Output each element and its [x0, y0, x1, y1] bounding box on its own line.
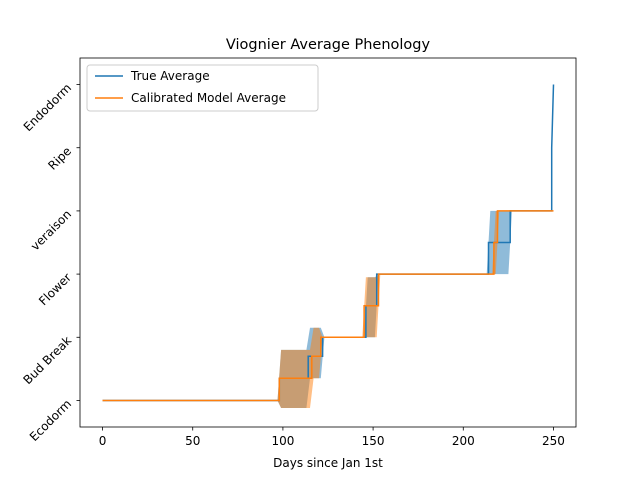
x-tick-label: 200: [452, 434, 475, 448]
axes-frame: [79, 57, 577, 428]
plot-area: [102, 84, 555, 408]
x-tick-label: 0: [99, 434, 107, 448]
x-tick-label: 100: [271, 434, 294, 448]
legend-entry-true-average: True Average: [130, 69, 210, 83]
x-tick-label: 250: [542, 434, 565, 448]
series-line-calibrated-model-average: [102, 210, 554, 402]
x-tick-label: 150: [362, 434, 385, 448]
band-calibrated-model-average: [277, 210, 503, 408]
x-tick-label: 50: [185, 434, 200, 448]
x-axis: 0 50 100 150 200 250: [99, 427, 565, 448]
legend: True Average Calibrated Model Average: [86, 64, 319, 112]
chart-title: Viognier Average Phenology: [226, 37, 431, 53]
legend-entry-calibrated-model-average: Calibrated Model Average: [131, 91, 286, 105]
x-axis-label: Days since Jan 1st: [273, 456, 383, 470]
legend-box: [86, 64, 319, 112]
